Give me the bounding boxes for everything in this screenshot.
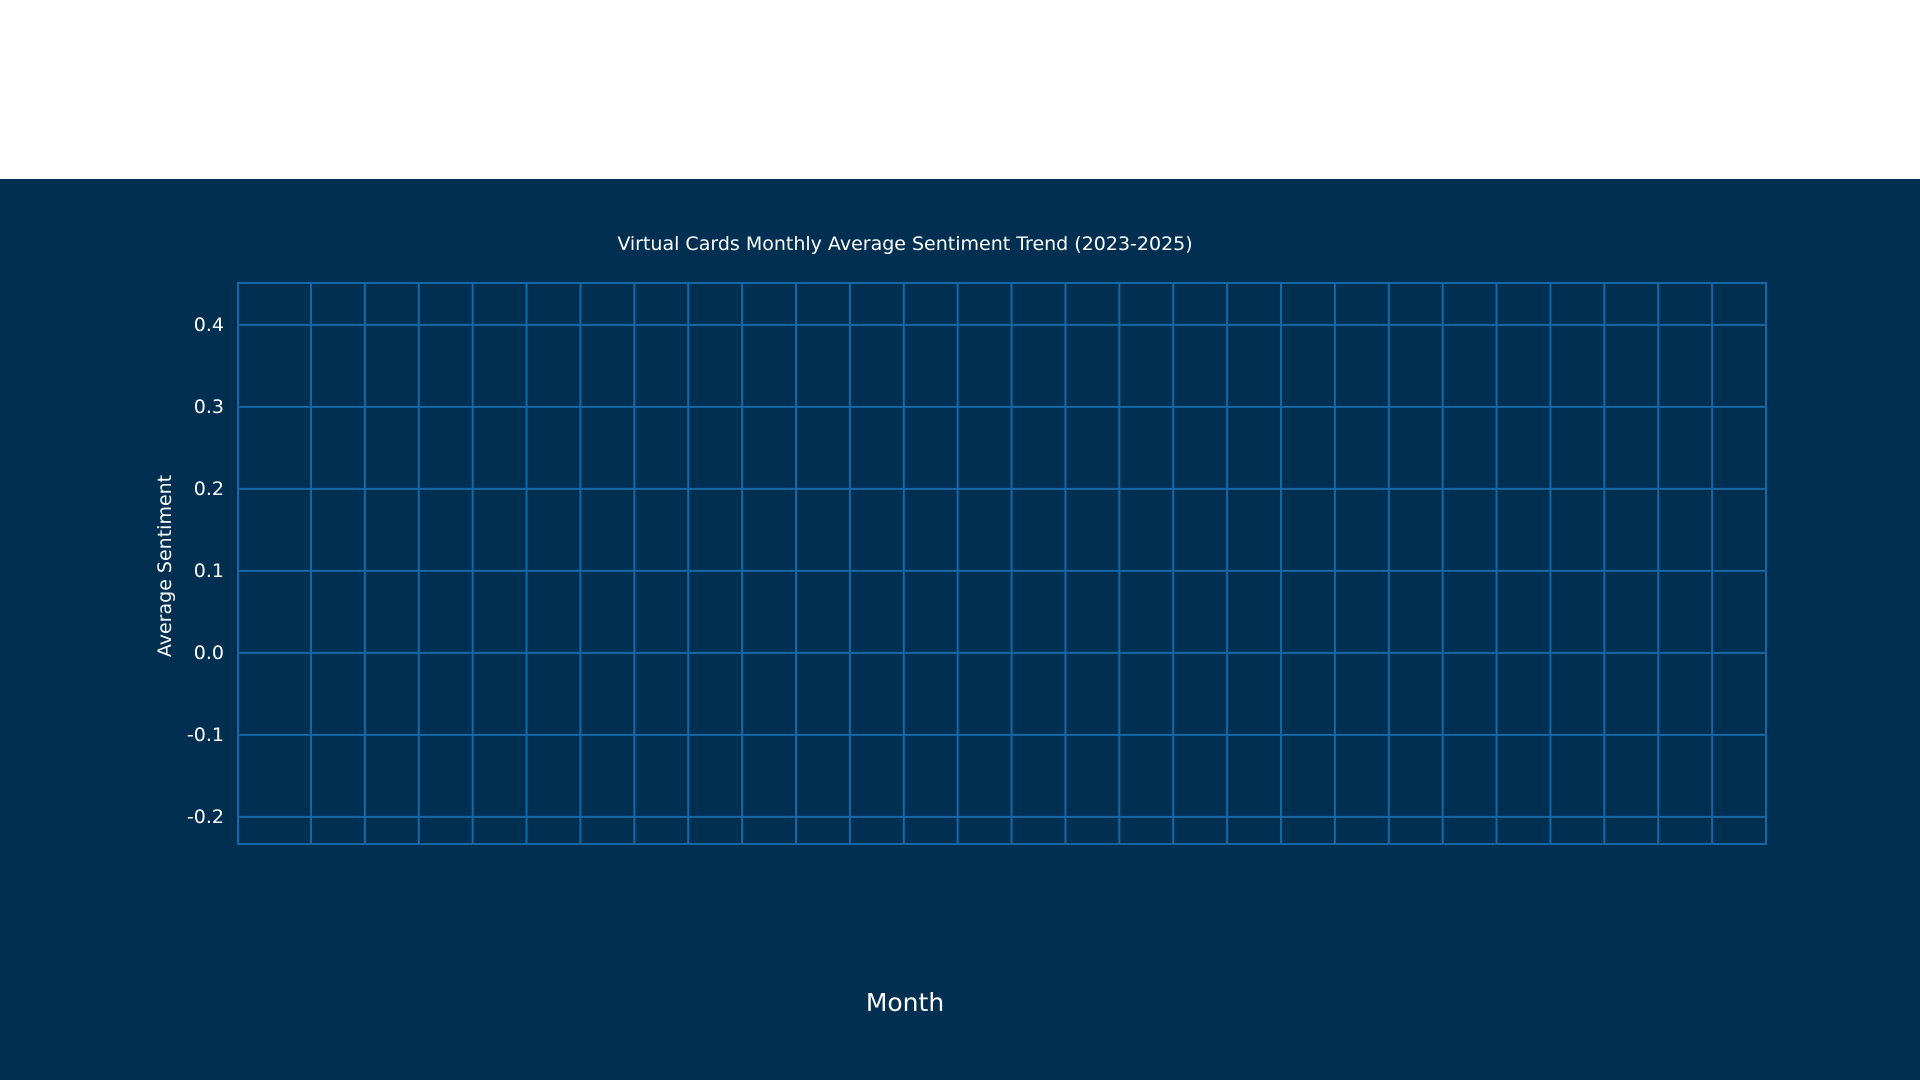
y-tick-label: 0.3: [194, 396, 224, 418]
x-axis-label: Month: [866, 988, 944, 1017]
y-axis-label: Average Sentiment: [154, 475, 176, 657]
plot-frame: [237, 282, 1767, 845]
y-tick-label: 0.4: [194, 314, 224, 336]
gridlines: [238, 283, 1766, 844]
y-tick-label: -0.1: [187, 724, 224, 746]
y-tick-label: 0.2: [194, 478, 224, 500]
y-tick-label: 0.1: [194, 560, 224, 582]
y-tick-label: -0.2: [187, 806, 224, 828]
chart-svg: 0.4 0.3 0.2 0.1 0.0 -0.1 -0.2 Virtual Cards Mo…: [0, 179, 1920, 1080]
chart-title: Virtual Cards Monthly Average Sentiment …: [617, 233, 1192, 255]
y-tick-labels: 0.4 0.3 0.2 0.1 0.0 -0.1 -0.2: [187, 314, 224, 828]
y-tick-label: 0.0: [194, 642, 224, 664]
chart-panel: 0.4 0.3 0.2 0.1 0.0 -0.1 -0.2 Virtual Cards Mo…: [0, 179, 1920, 1080]
chart-background: [0, 179, 1920, 1080]
